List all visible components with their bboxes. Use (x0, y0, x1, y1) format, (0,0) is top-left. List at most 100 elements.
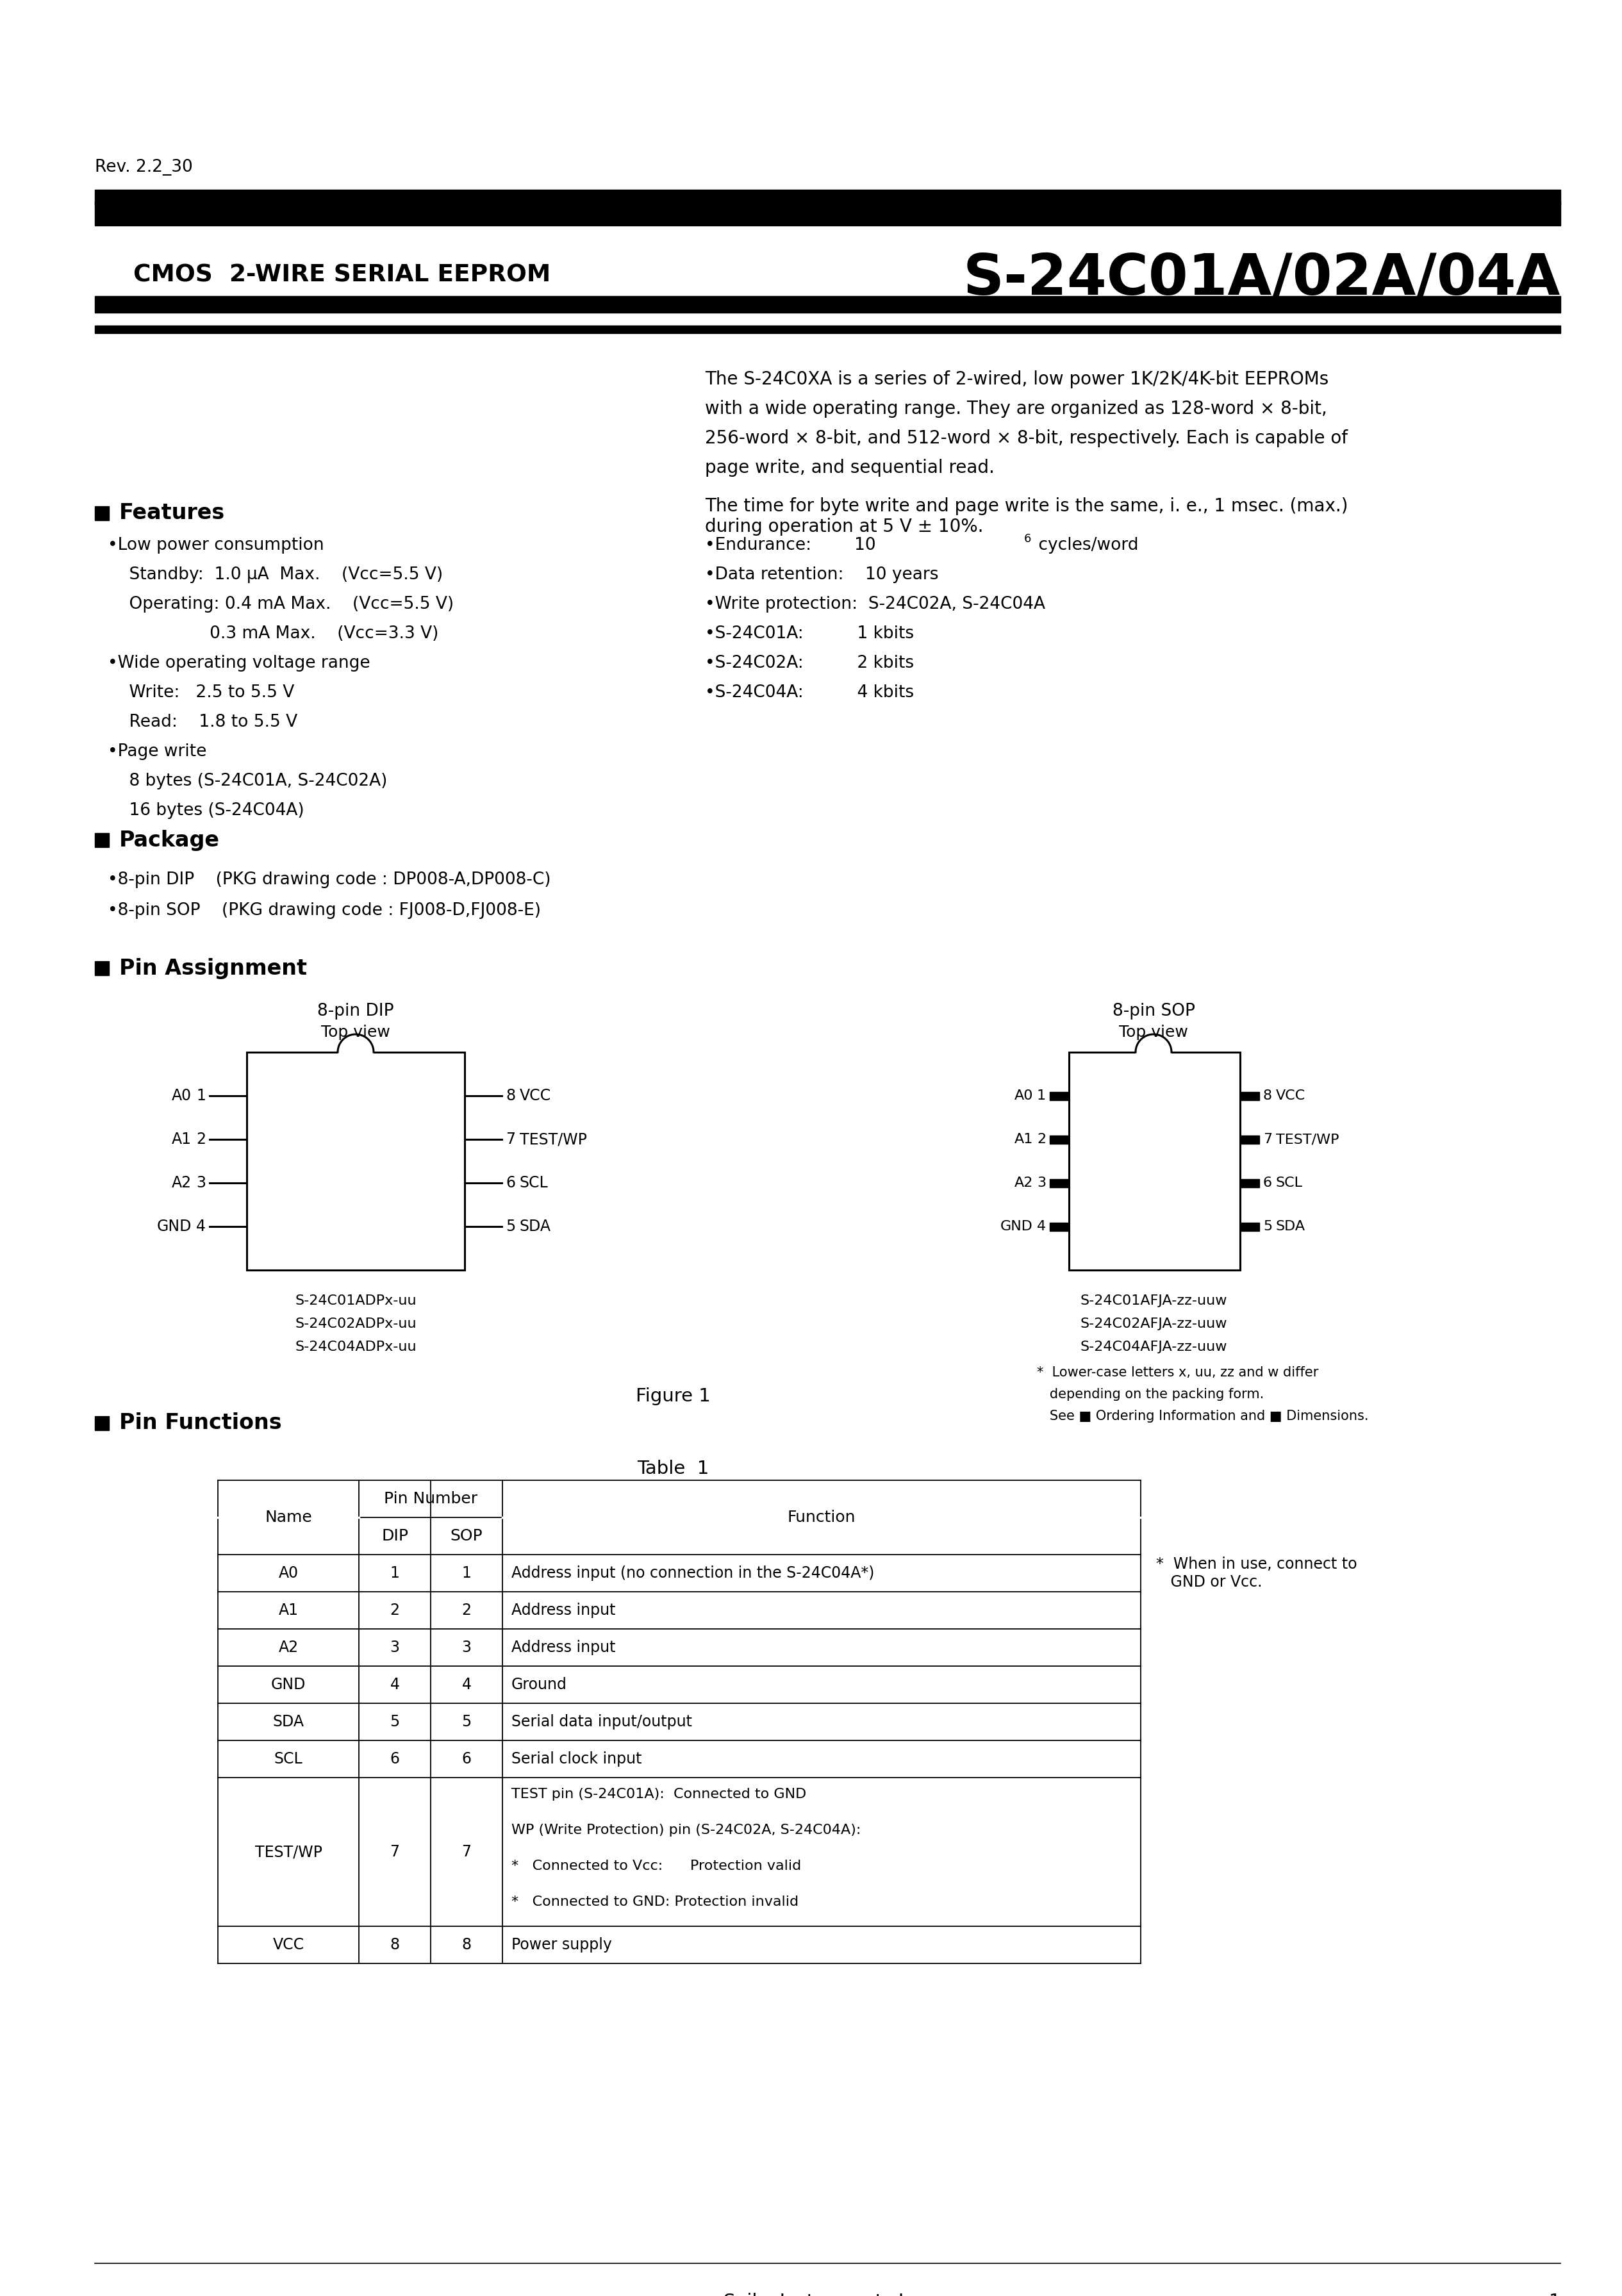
Text: •Data retention:    10 years: •Data retention: 10 years (706, 567, 939, 583)
Text: A0: A0 (1014, 1088, 1033, 1102)
Text: A1: A1 (172, 1132, 191, 1148)
Text: VCC: VCC (272, 1938, 305, 1952)
Text: A2: A2 (172, 1176, 191, 1192)
Text: 4: 4 (1036, 1219, 1046, 1233)
Bar (1241, 1221, 1259, 1231)
Text: Function: Function (787, 1511, 856, 1525)
Bar (94, 962, 109, 976)
Text: Pin Number: Pin Number (384, 1490, 477, 1506)
Text: SDA: SDA (519, 1219, 551, 1235)
Text: SOP: SOP (451, 1529, 483, 1543)
Text: cycles/word: cycles/word (1033, 537, 1139, 553)
Text: S-24C01AFJA-zz-uuw: S-24C01AFJA-zz-uuw (1080, 1295, 1228, 1306)
Text: •Endurance:        10: •Endurance: 10 (706, 537, 876, 553)
Text: 16 bytes (S-24C04A): 16 bytes (S-24C04A) (107, 801, 305, 820)
Text: SCL: SCL (274, 1752, 303, 1766)
Text: 1: 1 (1549, 2294, 1560, 2296)
Text: TEST/WP: TEST/WP (255, 1844, 323, 1860)
Text: TEST pin (S-24C01A):  Connected to GND: TEST pin (S-24C01A): Connected to GND (511, 1789, 806, 1800)
Text: 8: 8 (462, 1938, 472, 1952)
Bar (94, 296, 1560, 312)
Text: 8: 8 (1264, 1088, 1272, 1102)
Text: Power supply: Power supply (511, 1938, 611, 1952)
Text: Features: Features (118, 503, 225, 523)
Text: 1: 1 (1036, 1088, 1046, 1102)
Text: •S-24C02A:          2 kbits: •S-24C02A: 2 kbits (706, 654, 913, 670)
Text: during operation at 5 V ± 10%.: during operation at 5 V ± 10%. (706, 519, 983, 535)
Text: 4: 4 (462, 1676, 472, 1692)
Bar (1241, 1134, 1259, 1143)
Text: Name: Name (264, 1511, 311, 1525)
Text: 5: 5 (462, 1715, 472, 1729)
Bar (94, 191, 1560, 204)
Text: *   Connected to GND: Protection invalid: * Connected to GND: Protection invalid (511, 1896, 798, 1908)
Text: Write:   2.5 to 5.5 V: Write: 2.5 to 5.5 V (107, 684, 294, 700)
Text: 8 bytes (S-24C01A, S-24C02A): 8 bytes (S-24C01A, S-24C02A) (107, 774, 388, 790)
Text: 6: 6 (1264, 1176, 1272, 1189)
Bar (94, 202, 1560, 225)
Text: The S-24C0XA is a series of 2-wired, low power 1K/2K/4K-bit EEPROMs: The S-24C0XA is a series of 2-wired, low… (706, 370, 1328, 388)
Text: GND: GND (1001, 1219, 1033, 1233)
Text: Top view: Top view (1119, 1024, 1187, 1040)
Text: S-24C04ADPx-uu: S-24C04ADPx-uu (295, 1341, 417, 1352)
Text: TEST/WP: TEST/WP (519, 1132, 587, 1148)
Text: Figure 1: Figure 1 (636, 1387, 710, 1405)
Text: 7: 7 (1264, 1132, 1272, 1146)
Text: Pin Assignment: Pin Assignment (118, 957, 307, 978)
Text: •Low power consumption: •Low power consumption (107, 537, 324, 553)
Text: 2: 2 (196, 1132, 206, 1148)
Text: Address input: Address input (511, 1639, 615, 1655)
Text: Table  1: Table 1 (637, 1460, 709, 1479)
Text: S-24C01ADPx-uu: S-24C01ADPx-uu (295, 1295, 417, 1306)
Bar (94, 833, 109, 847)
Text: 2: 2 (462, 1603, 472, 1619)
Text: •8-pin DIP    (PKG drawing code : DP008-A,DP008-C): •8-pin DIP (PKG drawing code : DP008-A,D… (107, 872, 551, 889)
Bar (94, 326, 1560, 333)
Text: Address input: Address input (511, 1603, 615, 1619)
Bar (1049, 1221, 1069, 1231)
Text: A0: A0 (279, 1566, 298, 1582)
Text: Standby:  1.0 μA  Max.    (Vcc=5.5 V): Standby: 1.0 μA Max. (Vcc=5.5 V) (107, 567, 443, 583)
Text: S-24C04AFJA-zz-uuw: S-24C04AFJA-zz-uuw (1080, 1341, 1228, 1352)
Text: S-24C02ADPx-uu: S-24C02ADPx-uu (295, 1318, 417, 1329)
Text: 5: 5 (506, 1219, 516, 1235)
Text: CMOS  2-WIRE SERIAL EEPROM: CMOS 2-WIRE SERIAL EEPROM (133, 264, 550, 287)
Text: 1: 1 (389, 1566, 399, 1582)
Text: 3: 3 (1036, 1176, 1046, 1189)
Bar (1241, 1091, 1259, 1100)
Text: 2: 2 (1036, 1132, 1046, 1146)
Text: The time for byte write and page write is the same, i. e., 1 msec. (max.): The time for byte write and page write i… (706, 498, 1348, 514)
Text: Operating: 0.4 mA Max.    (Vcc=5.5 V): Operating: 0.4 mA Max. (Vcc=5.5 V) (107, 597, 454, 613)
Text: A1: A1 (1014, 1132, 1033, 1146)
Text: *  Lower-case letters x, uu, zz and w differ: * Lower-case letters x, uu, zz and w dif… (1036, 1366, 1319, 1380)
Text: Serial data input/output: Serial data input/output (511, 1715, 693, 1729)
Text: •8-pin SOP    (PKG drawing code : FJ008-D,FJ008-E): •8-pin SOP (PKG drawing code : FJ008-D,F… (107, 902, 540, 918)
Text: 8: 8 (389, 1938, 399, 1952)
Text: A0: A0 (172, 1088, 191, 1104)
Text: Address input (no connection in the S-24C04A*): Address input (no connection in the S-24… (511, 1566, 874, 1582)
Text: 6: 6 (462, 1752, 472, 1766)
Text: TEST/WP: TEST/WP (1277, 1132, 1340, 1146)
Text: Serial clock input: Serial clock input (511, 1752, 642, 1766)
Text: depending on the packing form.: depending on the packing form. (1036, 1389, 1264, 1401)
Text: SCL: SCL (1277, 1176, 1302, 1189)
Text: page write, and sequential read.: page write, and sequential read. (706, 459, 994, 478)
Text: 4: 4 (196, 1219, 206, 1235)
Text: WP (Write Protection) pin (S-24C02A, S-24C04A):: WP (Write Protection) pin (S-24C02A, S-2… (511, 1823, 861, 1837)
Text: A1: A1 (279, 1603, 298, 1619)
Text: Ground: Ground (511, 1676, 568, 1692)
Bar (94, 1417, 109, 1430)
Text: 8-pin DIP: 8-pin DIP (318, 1003, 394, 1019)
Text: A2: A2 (279, 1639, 298, 1655)
Text: 3: 3 (196, 1176, 206, 1192)
Text: 1: 1 (196, 1088, 206, 1104)
Text: •Write protection:  S-24C02A, S-24C04A: •Write protection: S-24C02A, S-24C04A (706, 597, 1045, 613)
Text: with a wide operating range. They are organized as 128-word × 8-bit,: with a wide operating range. They are or… (706, 400, 1327, 418)
Text: 7: 7 (462, 1844, 472, 1860)
Text: Top view: Top view (321, 1024, 391, 1040)
Text: 2: 2 (389, 1603, 399, 1619)
Text: S-24C01A/02A/04A: S-24C01A/02A/04A (963, 250, 1560, 308)
Text: Package: Package (118, 829, 221, 850)
Text: SDA: SDA (272, 1715, 303, 1729)
Bar (1049, 1134, 1069, 1143)
